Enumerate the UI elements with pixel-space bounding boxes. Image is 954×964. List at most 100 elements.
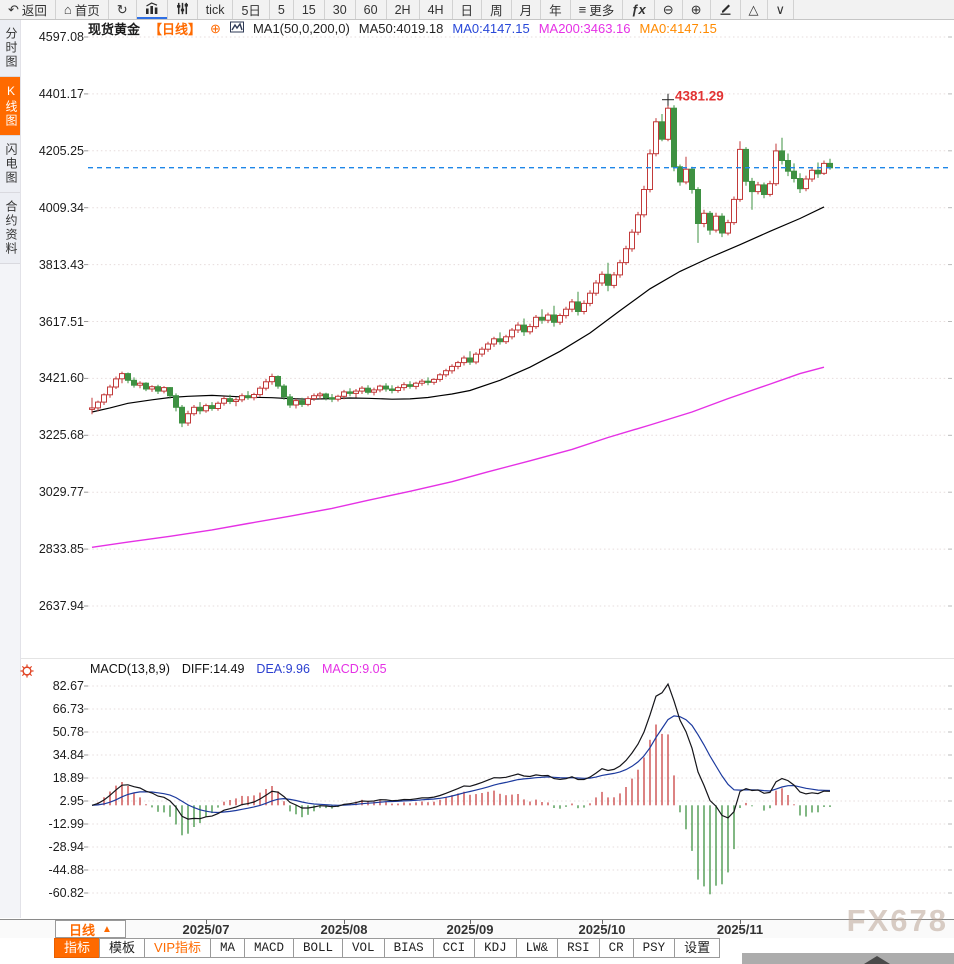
toolbar-back-button[interactable]: ↶ 返回	[0, 0, 56, 19]
sidebar-item-time-chart[interactable]: 分时图	[0, 20, 20, 77]
toolbar-period-60m-button[interactable]: 60	[356, 0, 387, 19]
toolbar-period-15m-button[interactable]: 15	[294, 0, 325, 19]
indicator-button-vip-indicators[interactable]: VIP指标	[144, 938, 211, 958]
toolbar-period-2h-button[interactable]: 2H	[387, 0, 420, 19]
macd-params-label: MACD(13,8,9)	[90, 662, 170, 676]
sidebar-item-kline-chart[interactable]: K线图	[0, 77, 20, 136]
indicator-button-rsi[interactable]: RSI	[557, 938, 600, 958]
toolbar-refresh-button[interactable]: ↻	[109, 0, 137, 19]
macd-axis-tick-label: 2.95	[59, 794, 84, 808]
period-selector-label: 日线	[69, 922, 96, 938]
indicator-button-macd[interactable]: MACD	[244, 938, 295, 958]
chevron-down-icon: ∨	[775, 2, 786, 17]
macd-axis-tick-label: 66.73	[52, 702, 84, 716]
toolbar-indicator-tune-button[interactable]	[168, 0, 198, 19]
macd-axis-tick-label: -44.88	[48, 863, 84, 877]
pencil-icon	[719, 2, 732, 17]
indicator-button-indicators[interactable]: 指标	[54, 938, 101, 958]
sidebar-item-contract-info[interactable]: 合约资料	[0, 193, 20, 264]
indicator-button-vol[interactable]: VOL	[342, 938, 385, 958]
x-axis-month-label: 2025/10	[578, 922, 626, 937]
toolbar-period-5m-label: 5	[277, 2, 285, 17]
toolbar-draw-button[interactable]	[711, 0, 741, 19]
indicator-button-settings[interactable]: 设置	[674, 938, 721, 958]
price-axis-tick-label: 4205.25	[38, 143, 84, 158]
triangle-icon: △	[748, 2, 759, 17]
toolbar-shapes-more-button[interactable]: ∨	[768, 0, 795, 19]
toolbar-tick-mode-button[interactable]: tick	[198, 0, 234, 19]
zoom-in-icon: ⊕	[690, 2, 702, 17]
toolbar-more-button[interactable]: ≡ 更多	[571, 0, 624, 19]
indicator-button-templates[interactable]: 模板	[99, 938, 146, 958]
price-axis-tick-label: 3813.43	[38, 257, 84, 272]
indicator-button-psy[interactable]: PSY	[632, 938, 676, 958]
period-selector[interactable]: 日线 ▲	[55, 920, 126, 938]
toolbar-home-button[interactable]: ⌂ 首页	[56, 0, 109, 19]
sidebar: 分时图 K线图 闪电图 合约资料	[0, 20, 21, 918]
toolbar-period-60m-label: 60	[363, 2, 378, 17]
x-axis-strip: 日线 ▲ 2025/07 2025/08 2025/09 2025/10 2025/11	[0, 919, 954, 938]
bottom-panel-handle[interactable]	[742, 953, 954, 964]
overlay-chart-icon[interactable]	[229, 21, 244, 36]
chevron-up-icon: ▲	[102, 923, 112, 935]
toolbar-period-5d-label: 5日	[241, 4, 261, 18]
toolbar-formula-button[interactable]: ƒx	[623, 0, 655, 19]
price-axis-tick-label: 2833.85	[38, 542, 84, 557]
toolbar-zoom-in-button[interactable]: ⊕	[683, 0, 711, 19]
add-indicator-icon[interactable]: ⊕	[210, 20, 221, 36]
toolbar-kline-mode-button[interactable]	[137, 0, 168, 19]
toolbar-period-5d-button[interactable]: 5日	[233, 0, 270, 19]
price-axis-tick-label: 4009.34	[38, 200, 84, 215]
macd-axis-tick-label: -28.94	[48, 840, 84, 854]
macd-axis-tick-label: 18.89	[52, 771, 84, 785]
indicator-button-ma[interactable]: MA	[210, 938, 246, 958]
toolbar-zoom-out-button[interactable]: ⊖	[655, 0, 683, 19]
kline-chart-icon	[145, 2, 159, 17]
toolbar-period-5m-button[interactable]: 5	[270, 0, 294, 19]
zoom-out-icon: ⊖	[662, 2, 674, 17]
sliders-icon	[176, 2, 189, 17]
x-axis-month-label: 2025/08	[320, 922, 368, 937]
indicator-button-kdj[interactable]: KDJ	[474, 938, 517, 958]
toolbar-back-label: 返回	[21, 4, 47, 18]
back-arrow-icon: ↶	[8, 2, 19, 17]
ma50-value: MA50:4019.18	[358, 21, 444, 36]
toolbar-period-4h-button[interactable]: 4H	[420, 0, 453, 19]
macd-macd-value: MACD:9.05	[321, 662, 387, 676]
price-axis-tick-label: 3225.68	[38, 428, 84, 443]
toolbar-more-label: 更多	[589, 4, 615, 18]
indicator-settings-icon[interactable]	[20, 664, 34, 678]
toolbar-period-year-button[interactable]: 年	[541, 0, 571, 19]
toolbar-period-30m-button[interactable]: 30	[325, 0, 356, 19]
macd-axis-tick-label: 50.78	[52, 725, 84, 739]
indicator-button-boll[interactable]: BOLL	[293, 938, 344, 958]
ma200-value: MA200:3463.16	[538, 21, 631, 36]
indicator-button-lwr[interactable]: LW&	[515, 938, 559, 958]
period-tag: 【日线】	[149, 22, 202, 37]
price-axis-tick-label: 3617.51	[38, 314, 84, 329]
toolbar-period-day-button[interactable]: 日	[453, 0, 483, 19]
collapse-arrow-icon	[864, 956, 890, 964]
toolbar-shapes-button[interactable]: △	[741, 0, 768, 19]
indicator-button-cr[interactable]: CR	[598, 938, 634, 958]
macd-axis-tick-label: -60.82	[48, 886, 84, 900]
toolbar-tick-mode-label: tick	[205, 2, 225, 17]
top-toolbar: ↶ 返回 ⌂ 首页 ↻ tick 5日 5 15 30 60 2H 4H 日周月年 ≡ 更多 ƒx ⊖ ⊕ △ ∨	[0, 0, 954, 20]
ma0-blue-value: MA0:4147.15	[452, 21, 530, 36]
toolbar-period-day-label: 日	[460, 4, 474, 18]
sidebar-item-lightning-chart[interactable]: 闪电图	[0, 136, 20, 193]
month-tick	[602, 920, 603, 924]
toolbar-period-month-label: 月	[519, 4, 533, 18]
indicator-button-cci[interactable]: CCI	[432, 938, 476, 958]
month-tick	[740, 920, 741, 924]
toolbar-period-15m-label: 15	[301, 2, 316, 17]
toolbar-period-week-button[interactable]: 周	[482, 0, 512, 19]
toolbar-period-month-button[interactable]: 月	[512, 0, 542, 19]
toolbar-period-year-label: 年	[549, 4, 562, 18]
indicator-button-bias[interactable]: BIAS	[383, 938, 434, 958]
macd-axis-tick-label: -12.99	[48, 817, 84, 831]
home-icon: ⌂	[63, 2, 72, 17]
price-axis-tick-label: 4597.08	[38, 30, 84, 44]
